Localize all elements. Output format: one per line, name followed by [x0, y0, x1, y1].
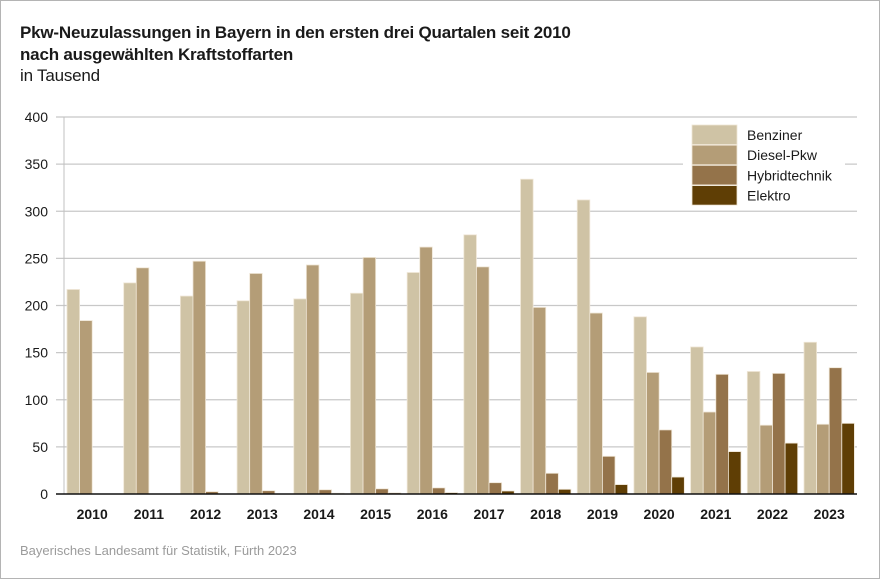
bar-benziner-2015 — [350, 292, 364, 495]
x-tick-label: 2015 — [360, 506, 391, 522]
y-tick-label: 0 — [40, 486, 48, 502]
y-tick-label: 250 — [25, 250, 49, 266]
legend-label: Benziner — [747, 127, 803, 143]
bar-diesel-pkw-2023 — [816, 423, 830, 495]
bar-hybridtechnik-2018 — [545, 472, 559, 495]
bar-elektro-2021 — [728, 451, 742, 495]
bar-diesel-pkw-2021 — [702, 411, 717, 495]
bar-benziner-2017 — [463, 234, 477, 495]
bar-diesel-pkw-2019 — [589, 312, 603, 495]
bar-benziner-2020 — [633, 316, 647, 495]
bar-elektro-2020 — [671, 476, 685, 495]
y-tick-label: 50 — [32, 439, 48, 455]
x-tick-label: 2020 — [644, 506, 675, 522]
x-tick-label: 2021 — [700, 506, 731, 522]
bar-elektro-2019 — [614, 484, 629, 495]
chart-title-line1: Pkw-Neuzulassungen in Bayern in den erst… — [20, 23, 571, 42]
chart-title: Pkw-Neuzulassungen in Bayern in den erst… — [20, 22, 571, 66]
legend-label: Diesel-Pkw — [747, 147, 818, 163]
y-tick-label: 100 — [25, 392, 49, 408]
bar-diesel-pkw-2010 — [79, 320, 93, 495]
bar-diesel-pkw-2016 — [419, 246, 433, 495]
chart-title-line2: nach ausgewählten Kraftstoffarten — [20, 45, 294, 64]
bar-benziner-2022 — [746, 371, 761, 495]
bar-diesel-pkw-2022 — [759, 424, 773, 495]
bar-hybridtechnik-2023 — [828, 367, 843, 495]
x-tick-label: 2012 — [190, 506, 221, 522]
bar-hybridtechnik-2020 — [658, 429, 673, 495]
bar-benziner-2014 — [293, 298, 307, 495]
bar-hybridtechnik-2017 — [488, 482, 503, 495]
x-tick-label: 2010 — [77, 506, 108, 522]
bar-benziner-2019 — [576, 199, 591, 495]
bar-benziner-2012 — [179, 295, 194, 495]
y-axis-ticks: 0 50 100 150 200 250 300 350 400 — [25, 109, 49, 502]
y-tick-label: 150 — [25, 345, 49, 361]
bar-benziner-2023 — [803, 341, 818, 495]
y-tick-label: 400 — [25, 109, 49, 125]
bar-benziner-2011 — [123, 282, 137, 495]
bar-diesel-pkw-2012 — [192, 260, 206, 495]
x-tick-label: 2018 — [530, 506, 561, 522]
source-note: Bayerisches Landesamt für Statistik, Für… — [20, 543, 297, 558]
y-tick-label: 350 — [25, 156, 49, 172]
legend-swatch — [691, 164, 738, 186]
bar-benziner-2016 — [406, 272, 421, 495]
bar-hybridtechnik-2022 — [772, 372, 786, 495]
x-tick-label: 2019 — [587, 506, 618, 522]
bar-hybridtechnik-2016 — [431, 487, 446, 495]
bar-diesel-pkw-2018 — [532, 306, 547, 495]
bar-diesel-pkw-2017 — [476, 266, 490, 495]
bar-benziner-2013 — [236, 300, 251, 495]
x-tick-label: 2016 — [417, 506, 448, 522]
x-tick-label: 2013 — [247, 506, 278, 522]
x-tick-label: 2014 — [303, 506, 334, 522]
x-tick-label: 2023 — [814, 506, 845, 522]
chart-subtitle: in Tausend — [20, 66, 100, 85]
legend-label: Hybridtechnik — [747, 167, 833, 183]
bar-diesel-pkw-2014 — [305, 264, 320, 495]
bar-hybridtechnik-2019 — [602, 455, 616, 495]
x-tick-label: 2022 — [757, 506, 788, 522]
bar-benziner-2010 — [66, 289, 81, 495]
bar-diesel-pkw-2013 — [249, 273, 263, 495]
y-tick-label: 200 — [25, 298, 49, 314]
bar-diesel-pkw-2015 — [362, 257, 377, 495]
bar-diesel-pkw-2011 — [135, 267, 150, 495]
y-tick-label: 300 — [25, 203, 49, 219]
bar-elektro-2022 — [784, 442, 799, 495]
legend-swatch — [691, 144, 738, 166]
x-axis-ticks: 2010 2011 2012 2013 2014 2015 2016 2017 2018 2019… — [77, 506, 845, 522]
legend: Benziner Diesel-Pkw Hybridtechnik Elektro — [683, 119, 845, 209]
bar-elektro-2023 — [841, 422, 855, 495]
x-tick-label: 2011 — [134, 506, 165, 522]
legend-label: Elektro — [747, 188, 791, 204]
x-tick-label: 2017 — [473, 506, 504, 522]
bars — [56, 178, 857, 495]
legend-swatch — [691, 185, 738, 206]
bar-benziner-2021 — [690, 346, 704, 495]
bar-hybridtechnik-2021 — [715, 373, 729, 495]
bar-diesel-pkw-2020 — [646, 372, 660, 495]
bar-benziner-2018 — [520, 178, 534, 495]
legend-swatch — [691, 124, 738, 145]
